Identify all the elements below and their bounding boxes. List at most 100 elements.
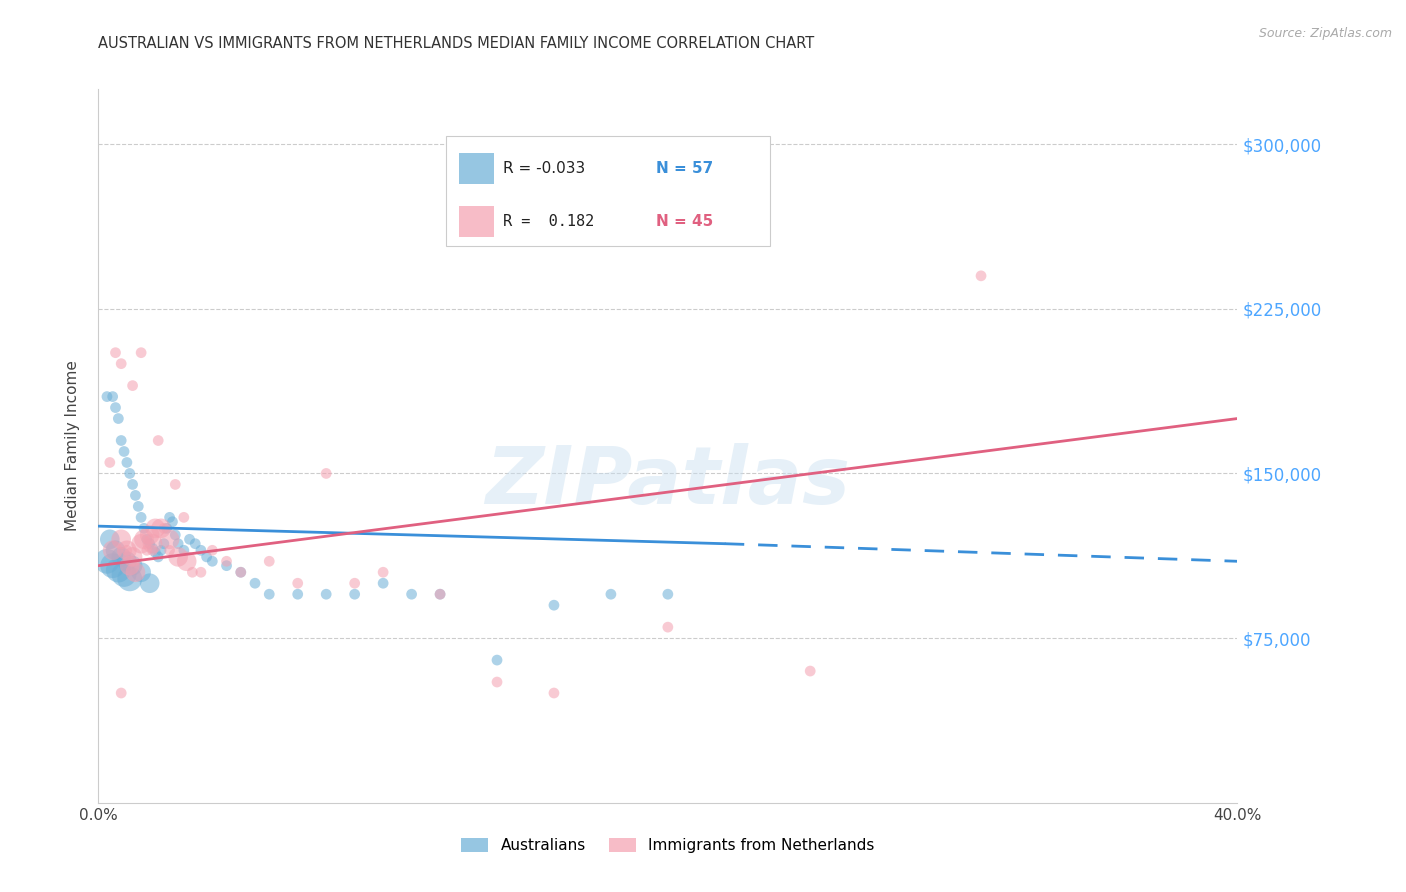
Point [176,554,198,568]
Point [129,345,152,359]
Point [486,675,509,690]
Point [132,533,155,547]
Point [132,521,155,535]
Point [600,587,623,601]
Point [657,587,679,601]
Point [115,554,138,568]
Point [138,576,160,591]
Text: AUSTRALIAN VS IMMIGRANTS FROM NETHERLANDS MEDIAN FAMILY INCOME CORRELATION CHART: AUSTRALIAN VS IMMIGRANTS FROM NETHERLAND… [98,36,814,51]
Point [657,620,679,634]
Point [121,558,143,573]
Point [124,488,146,502]
Point [110,357,132,371]
Point [124,566,146,580]
Point [190,566,212,580]
Point [104,401,127,415]
Point [150,543,173,558]
Point [138,528,160,542]
FancyBboxPatch shape [460,206,494,237]
Y-axis label: Median Family Income: Median Family Income [65,360,80,532]
Point [96,390,118,404]
Point [145,545,167,559]
Text: ZIPatlas: ZIPatlas [485,442,851,521]
Point [129,537,152,551]
Point [970,268,993,283]
Point [343,576,366,591]
Point [141,537,163,551]
Point [190,543,212,558]
Point [115,543,138,558]
Point [429,587,451,601]
Point [110,549,132,564]
Point [118,572,141,586]
Point [201,554,224,568]
Point [799,664,821,678]
Point [135,543,157,558]
Point [201,543,224,558]
Point [162,515,184,529]
Point [96,554,118,568]
Point [110,533,132,547]
Point [315,467,337,481]
Point [148,549,170,564]
Point [173,543,195,558]
Point [287,576,309,591]
Point [118,558,141,573]
Point [141,543,163,558]
Point [179,533,201,547]
Point [118,467,141,481]
Point [110,686,132,700]
Point [107,411,129,425]
Point [184,537,207,551]
Point [112,444,135,458]
Point [115,455,138,469]
Point [98,533,121,547]
Point [112,567,135,582]
Point [215,558,238,573]
Point [153,521,176,535]
Point [401,587,423,601]
Point [167,537,190,551]
Point [159,510,181,524]
Point [127,500,149,514]
Point [287,587,309,601]
Point [121,477,143,491]
Point [141,541,163,555]
Point [181,566,204,580]
Point [343,587,366,601]
Point [259,587,281,601]
Point [150,521,173,535]
Text: N = 57: N = 57 [657,161,714,177]
Point [101,558,124,573]
Point [156,521,179,535]
Point [148,434,170,448]
Point [159,543,181,558]
Point [159,533,181,547]
Point [429,587,451,601]
Point [101,543,124,558]
Point [129,566,152,580]
Point [195,549,218,564]
Point [167,549,190,564]
Point [259,554,281,568]
Point [135,533,157,547]
Point [229,566,252,580]
Text: R =  0.182: R = 0.182 [503,214,593,229]
Point [145,521,167,535]
Point [243,576,266,591]
Point [315,587,337,601]
Point [115,543,138,558]
Text: R = -0.033: R = -0.033 [503,161,585,177]
Text: N = 45: N = 45 [657,214,714,229]
Point [98,455,121,469]
Point [229,566,252,580]
Point [153,537,176,551]
Point [486,653,509,667]
Point [104,345,127,359]
Point [104,543,127,558]
Point [165,528,187,542]
Point [373,576,395,591]
Legend: Australians, Immigrants from Netherlands: Australians, Immigrants from Netherlands [454,832,882,859]
Point [373,566,395,580]
Point [165,477,187,491]
